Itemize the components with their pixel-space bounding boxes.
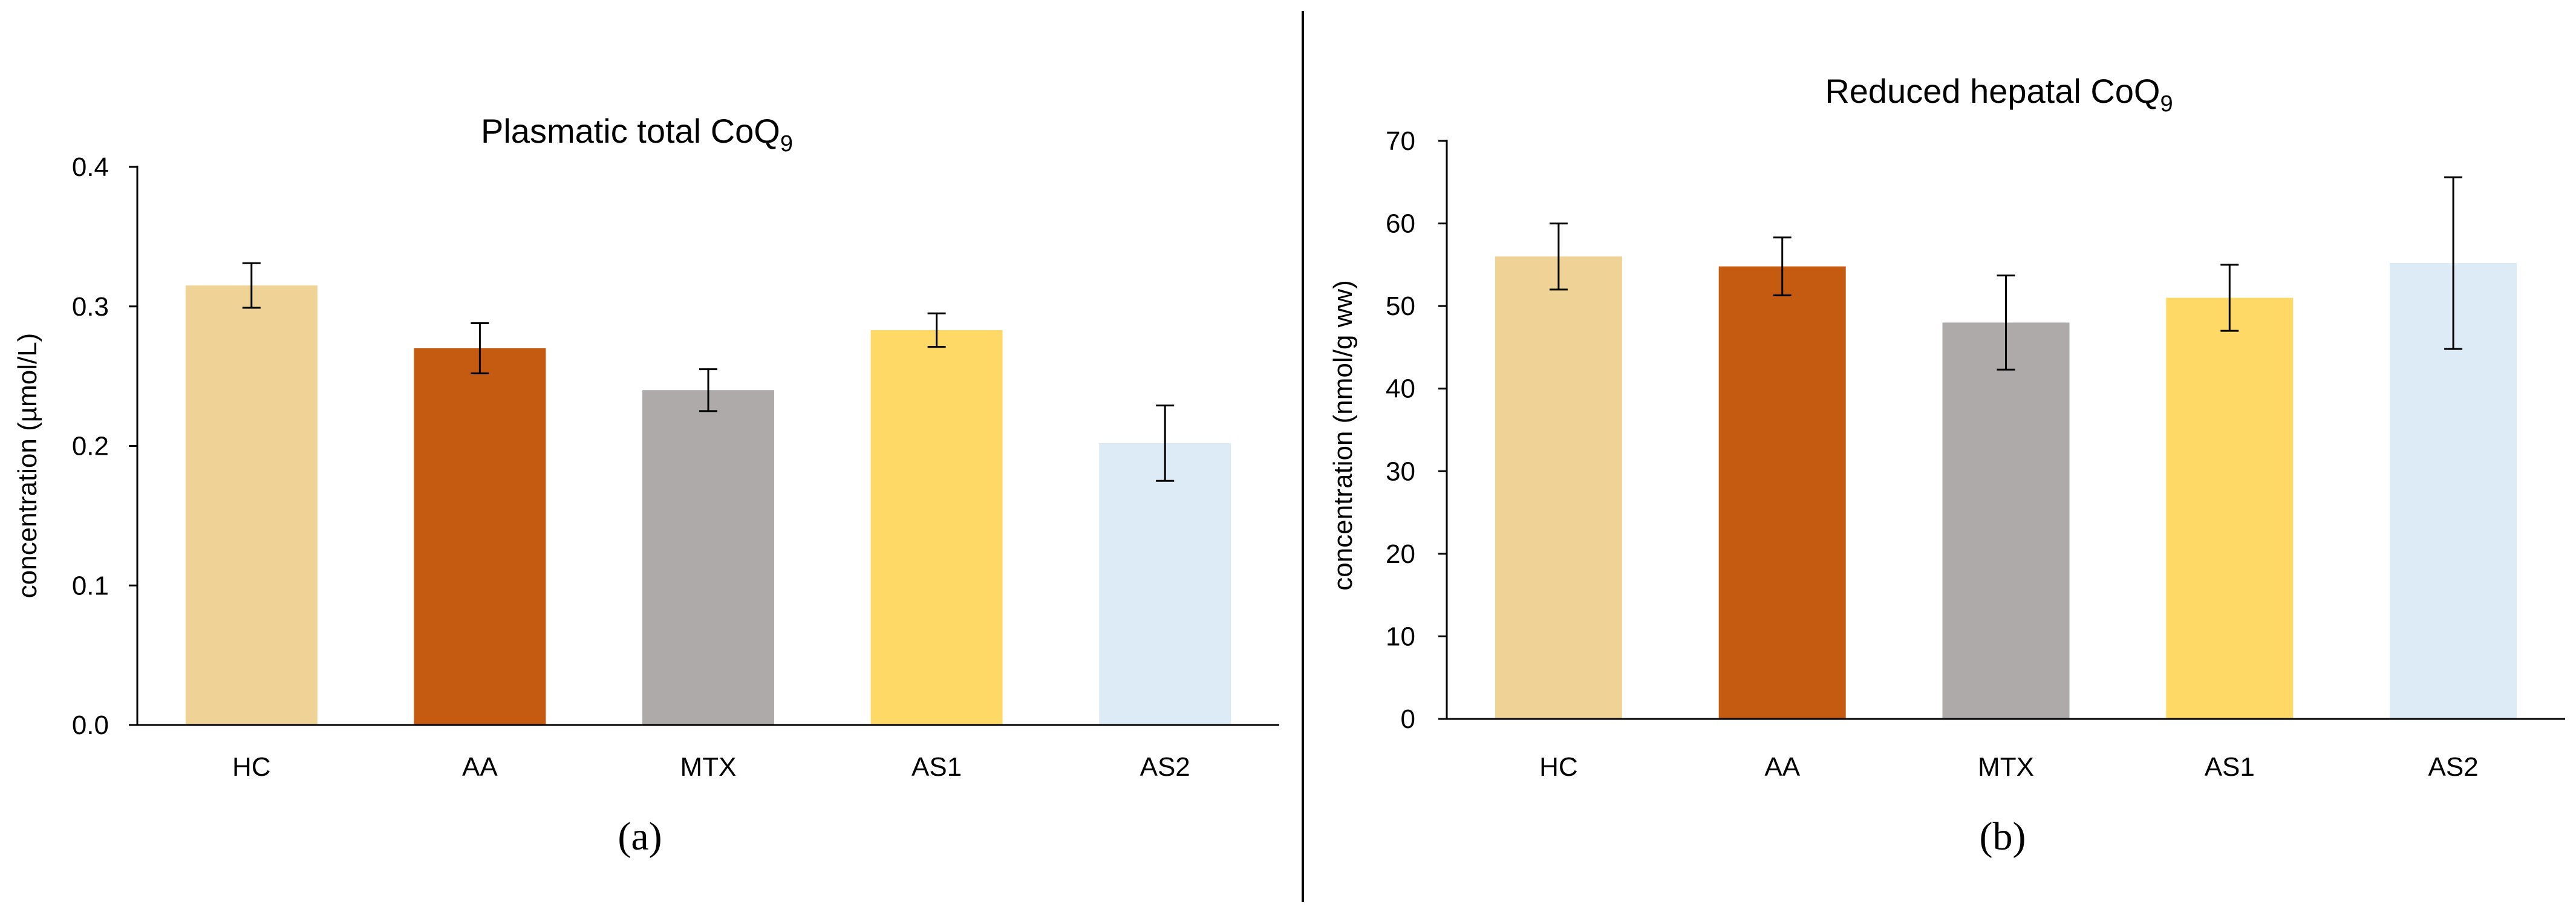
panel-label-a: (a) bbox=[618, 814, 662, 859]
error-bar-b-hc bbox=[1549, 223, 1568, 291]
x-tick-label-b-as2: AS2 bbox=[2428, 752, 2479, 782]
y-tick-label-b: 10 bbox=[1386, 622, 1415, 651]
y-tick-label-a: 0.0 bbox=[72, 710, 109, 740]
bar-b-mtx bbox=[1942, 322, 2070, 719]
bar-a-aa bbox=[414, 348, 546, 725]
bar-a-mtx bbox=[642, 390, 774, 725]
x-tick-label-a-as1: AS1 bbox=[911, 752, 962, 782]
error-bar-b-as1 bbox=[2220, 264, 2239, 332]
y-tick-label-b: 30 bbox=[1386, 457, 1415, 486]
error-bar-a-as1 bbox=[927, 312, 946, 348]
x-tick-label-b-mtx: MTX bbox=[1978, 752, 2034, 782]
y-tick-label-a: 0.4 bbox=[72, 152, 109, 182]
axes-b bbox=[1446, 140, 2565, 720]
bar-a-hc bbox=[185, 285, 318, 725]
error-bars-b bbox=[1549, 176, 2463, 371]
bars-a bbox=[185, 285, 1231, 725]
y-ticks-a: 0.0 0.1 0.2 0.3 0.4 bbox=[72, 152, 137, 740]
y-tick-label-b: 40 bbox=[1386, 374, 1415, 404]
y-tick-label-a: 0.3 bbox=[72, 292, 109, 322]
x-tick-label-b-as1: AS1 bbox=[2205, 752, 2255, 782]
y-tick-label-a: 0.1 bbox=[72, 571, 109, 600]
y-tick-label-a: 0.2 bbox=[72, 432, 109, 461]
y-axis-label-a: concentration (µmol/L) bbox=[13, 333, 42, 599]
bars-b bbox=[1495, 256, 2517, 719]
error-bar-a-mtx bbox=[699, 368, 717, 412]
y-ticks-b: 0 10 20 30 40 50 60 70 bbox=[1386, 126, 1447, 734]
chart-title-b: Reduced hepatal CoQ9 bbox=[1825, 72, 2173, 117]
bar-b-as1 bbox=[2166, 297, 2294, 719]
error-bar-b-mtx bbox=[1997, 275, 2015, 371]
chart-title-b-subscript: 9 bbox=[2160, 91, 2173, 117]
bar-b-hc bbox=[1495, 256, 1622, 719]
chart-title-a-subscript: 9 bbox=[780, 131, 793, 157]
bar-b-aa bbox=[1718, 266, 1846, 719]
y-tick-label-b: 20 bbox=[1386, 539, 1415, 569]
x-tick-labels-b: HC AA MTX AS1 AS2 bbox=[1539, 752, 2479, 782]
error-bar-a-aa bbox=[471, 322, 489, 375]
y-axis-label-b: concentration (nmol/g ww) bbox=[1328, 280, 1358, 591]
error-bar-a-as2 bbox=[1156, 405, 1175, 482]
x-tick-labels-a: HC AA MTX AS1 AS2 bbox=[232, 752, 1190, 782]
error-bars-a bbox=[242, 262, 1175, 482]
chart-title-a: Plasmatic total CoQ9 bbox=[481, 112, 793, 157]
chart-panel-a: Plasmatic total CoQ9 concentration (µmol… bbox=[13, 112, 1279, 859]
x-tick-label-a-aa: AA bbox=[462, 752, 498, 782]
error-bar-b-as2 bbox=[2444, 176, 2463, 350]
error-bar-a-hc bbox=[242, 262, 261, 309]
bar-a-as2 bbox=[1099, 443, 1231, 725]
x-tick-label-b-hc: HC bbox=[1539, 752, 1578, 782]
y-tick-label-b: 60 bbox=[1386, 209, 1415, 239]
y-tick-label-b: 70 bbox=[1386, 126, 1415, 156]
x-tick-label-b-aa: AA bbox=[1764, 752, 1800, 782]
y-tick-label-b: 50 bbox=[1386, 291, 1415, 321]
x-tick-label-a-as2: AS2 bbox=[1140, 752, 1190, 782]
error-bar-b-aa bbox=[1773, 236, 1792, 296]
panel-label-b: (b) bbox=[1980, 814, 2026, 859]
x-tick-label-a-mtx: MTX bbox=[680, 752, 737, 782]
chart-panel-b: Reduced hepatal CoQ9 concentration (nmol… bbox=[1328, 72, 2565, 859]
axes-a bbox=[136, 166, 1279, 726]
bar-a-as1 bbox=[870, 330, 1003, 725]
x-tick-label-a-hc: HC bbox=[232, 752, 271, 782]
y-tick-label-b: 0 bbox=[1401, 704, 1415, 734]
